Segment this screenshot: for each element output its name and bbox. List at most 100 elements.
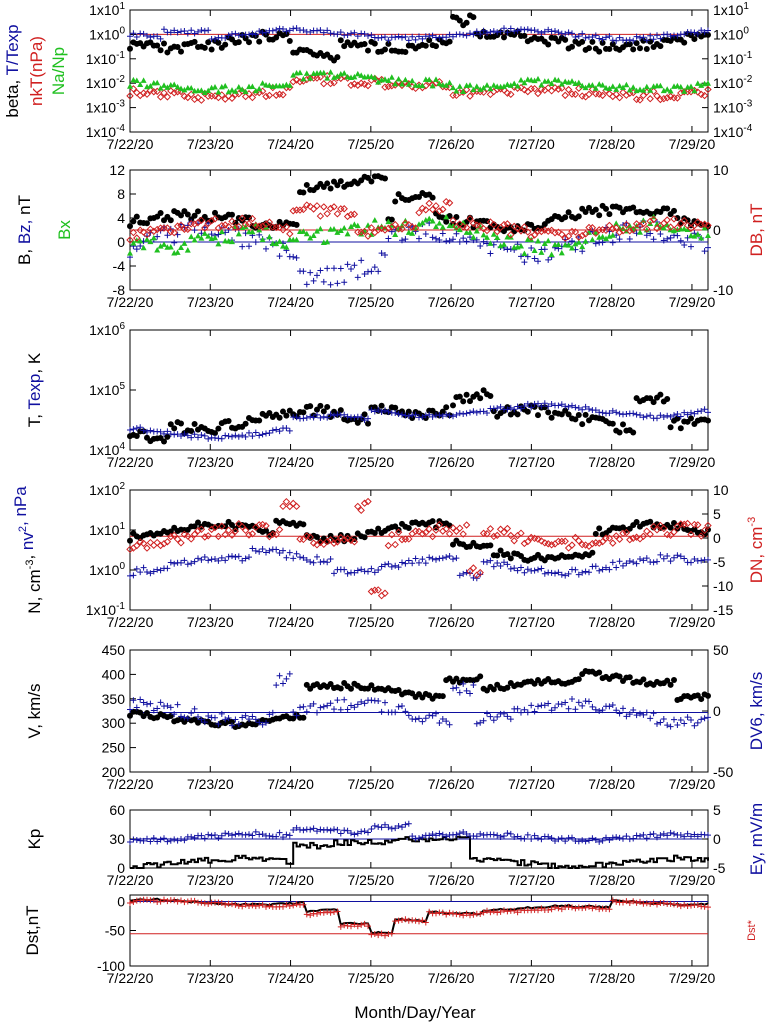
data-point-db	[360, 227, 369, 236]
y2-tick-label: 0	[713, 222, 721, 238]
data-point-n	[405, 525, 412, 532]
y2-tick-label: -5	[713, 860, 726, 876]
data-point-bx	[443, 213, 450, 220]
data-point-dv6	[358, 698, 365, 705]
data-point-texp	[405, 413, 412, 420]
data-point-nv2	[531, 567, 538, 574]
x-tick-label: 7/25/20	[347, 614, 394, 630]
data-point-beta	[337, 37, 344, 44]
data-point-b_total	[443, 218, 450, 225]
data-point-bx	[276, 238, 283, 244]
data-point-bz	[331, 265, 337, 272]
data-point-nv2	[382, 561, 388, 568]
data-point-dv6	[232, 716, 239, 723]
data-point-texp	[375, 406, 382, 413]
data-point-dn	[653, 526, 661, 534]
data-point-nkt	[262, 92, 270, 101]
data-point-nv2	[691, 555, 698, 562]
data-point-t_texp	[144, 32, 150, 39]
data-point-db	[612, 224, 620, 232]
data-point-nv2	[429, 555, 436, 562]
data-point-dst_star	[660, 900, 667, 907]
data-point-dn	[391, 540, 399, 549]
data-point-t	[456, 393, 463, 400]
data-point-db	[320, 203, 328, 211]
data-point-n	[361, 534, 368, 541]
data-point-n	[375, 525, 382, 532]
data-point-bx	[307, 234, 314, 241]
data-point-b_total	[596, 212, 603, 219]
data-point-na_np	[327, 69, 334, 75]
data-point-na_np	[368, 73, 375, 80]
data-point-beta	[205, 39, 212, 46]
data-point-na_np	[283, 81, 290, 88]
data-point-bz	[569, 238, 575, 245]
data-point-na_np	[201, 89, 208, 95]
data-point-dst_star	[368, 931, 375, 938]
data-point-ey	[212, 831, 218, 838]
series-kp	[130, 835, 709, 869]
data-point-t_texp	[667, 33, 674, 40]
series-na_np	[127, 69, 711, 95]
data-point-ey	[266, 832, 273, 839]
data-point-dv6	[259, 721, 266, 728]
data-point-db	[643, 225, 651, 233]
x-tick-label: 7/26/20	[428, 970, 475, 986]
data-point-dst_star	[443, 911, 450, 918]
data-point-t	[242, 420, 249, 427]
data-point-na_np	[405, 81, 412, 87]
data-point-nv2	[494, 560, 501, 567]
data-point-t	[545, 409, 552, 416]
data-point-ey	[433, 832, 439, 839]
data-point-ey	[443, 833, 450, 840]
y-tick-label: 0	[117, 234, 125, 250]
data-point-na_np	[222, 82, 229, 89]
y-tick-label: 1x101	[89, 1, 125, 18]
data-point-ey	[402, 821, 409, 828]
series-dv6	[127, 670, 711, 730]
data-point-dst_star	[385, 930, 392, 937]
data-point-b_total	[592, 206, 599, 213]
data-point-dst_star	[705, 904, 711, 911]
data-point-nv2	[286, 549, 293, 556]
series-group	[126, 173, 712, 288]
data-point-dv6	[501, 710, 507, 717]
data-point-beta	[174, 43, 181, 50]
data-point-dst_star	[341, 922, 348, 929]
data-point-texp	[657, 412, 664, 419]
data-point-bx	[490, 231, 497, 237]
series-line-dst	[129, 897, 709, 935]
data-point-dn	[520, 539, 529, 548]
data-point-texp	[225, 433, 232, 440]
data-point-t	[674, 415, 681, 422]
data-point-ey	[538, 836, 545, 843]
data-point-t_texp	[222, 35, 229, 42]
x-tick-label: 7/25/20	[347, 872, 394, 888]
data-point-texp	[178, 432, 184, 439]
data-point-nkt	[639, 91, 648, 100]
data-point-dv6	[286, 670, 293, 677]
data-point-ey	[657, 832, 664, 839]
data-point-t_texp	[133, 34, 140, 41]
data-point-dst_star	[375, 932, 382, 939]
data-point-beta	[385, 40, 392, 47]
data-point-n	[701, 531, 708, 538]
data-point-ey	[456, 830, 463, 837]
data-point-t_texp	[147, 34, 154, 41]
data-point-bz	[317, 267, 324, 274]
data-point-na_np	[259, 80, 266, 86]
data-point-texp	[613, 409, 620, 416]
data-point-dn	[197, 525, 206, 534]
data-point-t	[225, 418, 232, 425]
data-point-t_texp	[582, 34, 589, 41]
data-point-dv6	[171, 711, 178, 718]
data-point-dst_star	[232, 901, 239, 908]
data-point-ey	[681, 833, 688, 840]
data-point-dst_star	[620, 899, 626, 906]
data-point-ey	[140, 837, 147, 844]
data-point-nv2	[218, 554, 225, 561]
data-point-nv2	[395, 564, 402, 571]
x-tick-label: 7/29/20	[669, 776, 716, 792]
data-point-texp	[701, 406, 708, 413]
data-point-nv2	[154, 566, 161, 573]
